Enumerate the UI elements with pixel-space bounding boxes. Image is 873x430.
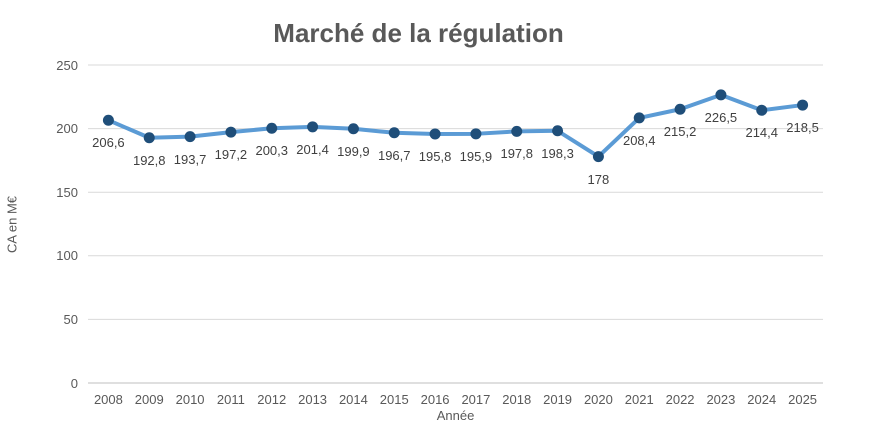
- data-point-label: 192,8: [132, 152, 166, 168]
- y-tick-label: 100: [56, 248, 78, 264]
- y-tick-label: 0: [70, 375, 78, 391]
- data-point-marker: [429, 128, 441, 140]
- y-tick-label: 150: [56, 184, 78, 200]
- data-point-marker: [307, 121, 319, 133]
- x-tick-label: 2015: [379, 392, 409, 407]
- x-tick-label: 2016: [420, 392, 450, 407]
- data-point-marker: [633, 112, 645, 124]
- x-tick-label: 2018: [502, 392, 532, 407]
- x-tick-label: 2025: [788, 392, 818, 407]
- data-point-marker: [184, 131, 196, 143]
- data-point-marker: [143, 132, 155, 144]
- data-point-marker: [511, 125, 523, 137]
- data-point-label: 214,4: [745, 125, 779, 141]
- data-point-label: 178: [587, 171, 610, 187]
- data-point-label: 199,9: [337, 143, 370, 159]
- x-tick-label: 2020: [583, 392, 613, 407]
- chart-title: Marché de la régulation: [0, 18, 873, 49]
- data-point-marker: [797, 99, 809, 111]
- x-tick-label: 2019: [543, 392, 573, 407]
- data-point-label: 226,5: [704, 109, 738, 125]
- chart-title-text: Marché de la régulation: [273, 18, 564, 48]
- y-axis-title: CA en M€: [4, 195, 20, 254]
- data-point-marker: [347, 123, 359, 135]
- data-point-label: 206,6: [92, 135, 125, 151]
- x-tick-label: 2023: [706, 392, 736, 407]
- data-point-marker: [674, 103, 686, 115]
- data-point-label: 198,3: [541, 145, 574, 161]
- data-point-label: 208,4: [622, 132, 656, 148]
- data-point-marker: [266, 122, 278, 134]
- x-tick-label: 2022: [665, 392, 695, 407]
- data-point-marker: [592, 151, 604, 163]
- y-tick-label: 50: [63, 311, 78, 327]
- data-point-label: 197,2: [214, 147, 248, 163]
- x-axis-title: Année: [436, 408, 475, 423]
- x-tick-label: 2010: [175, 392, 205, 407]
- data-point-label: 196,7: [377, 147, 411, 163]
- x-tick-label: 2024: [747, 392, 777, 407]
- data-point-marker: [756, 104, 768, 116]
- data-point-label: 201,4: [296, 141, 329, 157]
- x-tick-label: 2014: [338, 392, 368, 407]
- data-point-label: 197,8: [500, 146, 534, 162]
- data-point-marker: [225, 126, 237, 138]
- x-tick-label: 2009: [134, 392, 164, 407]
- data-point-marker: [388, 127, 400, 139]
- y-tick-label: 250: [56, 57, 78, 73]
- data-point-label: 195,9: [459, 148, 493, 164]
- x-tick-label: 2013: [298, 392, 328, 407]
- y-tick-label: 200: [56, 121, 78, 137]
- x-tick-label: 2012: [257, 392, 287, 407]
- series-line: [106, 92, 805, 159]
- data-point-marker: [102, 114, 114, 126]
- x-tick-label: 2008: [93, 392, 123, 407]
- data-point-label: 195,8: [418, 148, 452, 164]
- x-tick-label: 2011: [216, 392, 245, 407]
- data-point-marker: [552, 125, 564, 137]
- data-point-label: 193,7: [173, 151, 207, 167]
- x-tick-label: 2021: [624, 392, 654, 407]
- data-point-label: 218,5: [786, 120, 819, 136]
- x-tick-label: 2017: [461, 392, 491, 407]
- data-point-marker: [715, 89, 727, 101]
- data-point-marker: [470, 128, 482, 140]
- data-point-label: 215,2: [663, 124, 697, 140]
- data-point-label: 200,3: [255, 143, 289, 159]
